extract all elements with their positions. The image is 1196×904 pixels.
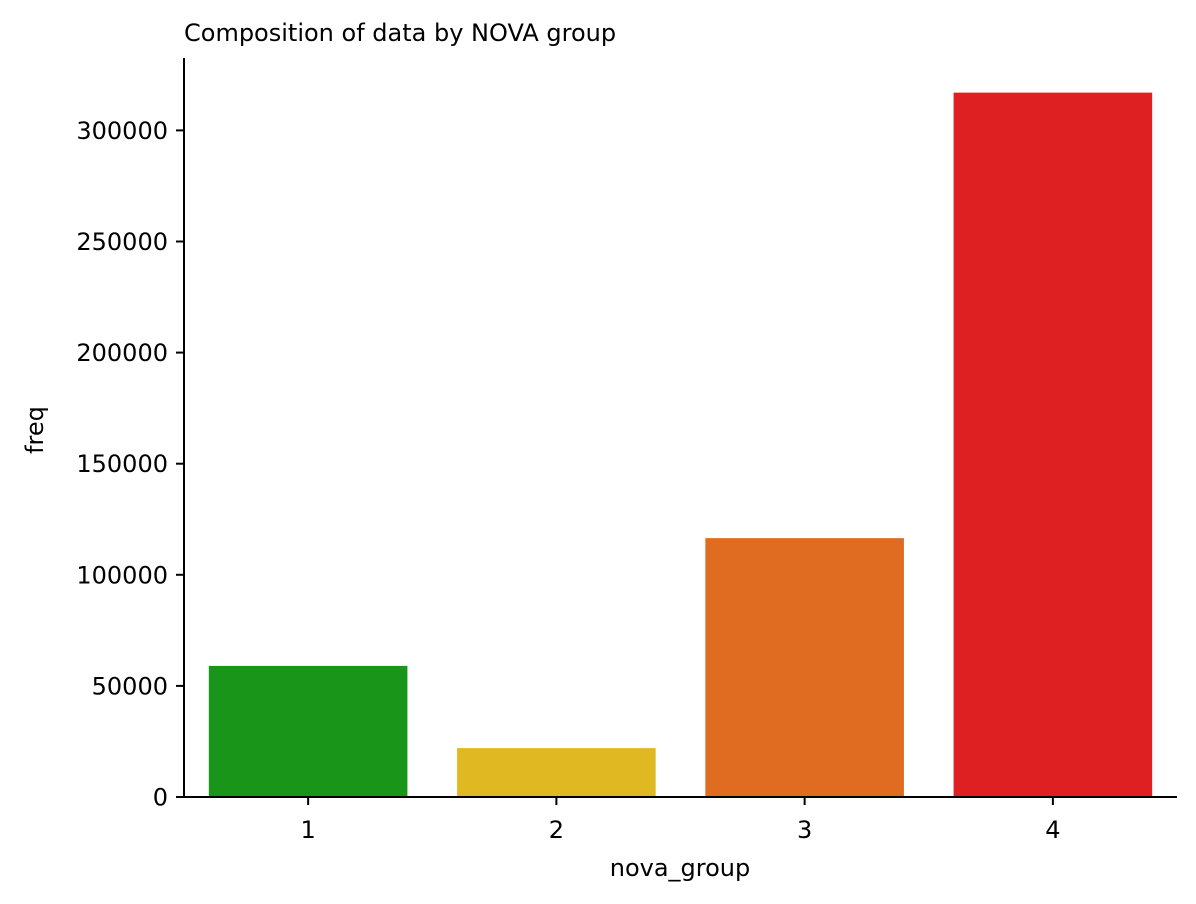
x-axis-ticks: 1 2 3 4	[300, 797, 1061, 844]
x-axis-label: nova_group	[610, 854, 751, 882]
y-tick-label: 200000	[76, 339, 168, 367]
y-tick-label: 0	[153, 784, 168, 812]
x-tick-label: 1	[300, 816, 315, 844]
x-tick-label: 2	[549, 816, 564, 844]
y-axis-label: freq	[21, 406, 49, 454]
bar-3	[705, 538, 904, 797]
y-tick-label: 250000	[76, 228, 168, 256]
y-tick-label: 150000	[76, 450, 168, 478]
bars-group	[208, 92, 1153, 797]
x-tick-label: 3	[797, 816, 812, 844]
y-axis-ticks: 0 50000 100000 150000 200000 250000 300000	[76, 117, 184, 812]
y-tick-label: 50000	[92, 672, 168, 700]
bar-1	[208, 665, 408, 797]
chart-title: Composition of data by NOVA group	[184, 19, 616, 47]
bar-2	[457, 748, 656, 797]
y-tick-label: 100000	[76, 561, 168, 589]
x-tick-label: 4	[1045, 816, 1060, 844]
bar-4	[953, 92, 1153, 797]
y-tick-label: 300000	[76, 117, 168, 145]
